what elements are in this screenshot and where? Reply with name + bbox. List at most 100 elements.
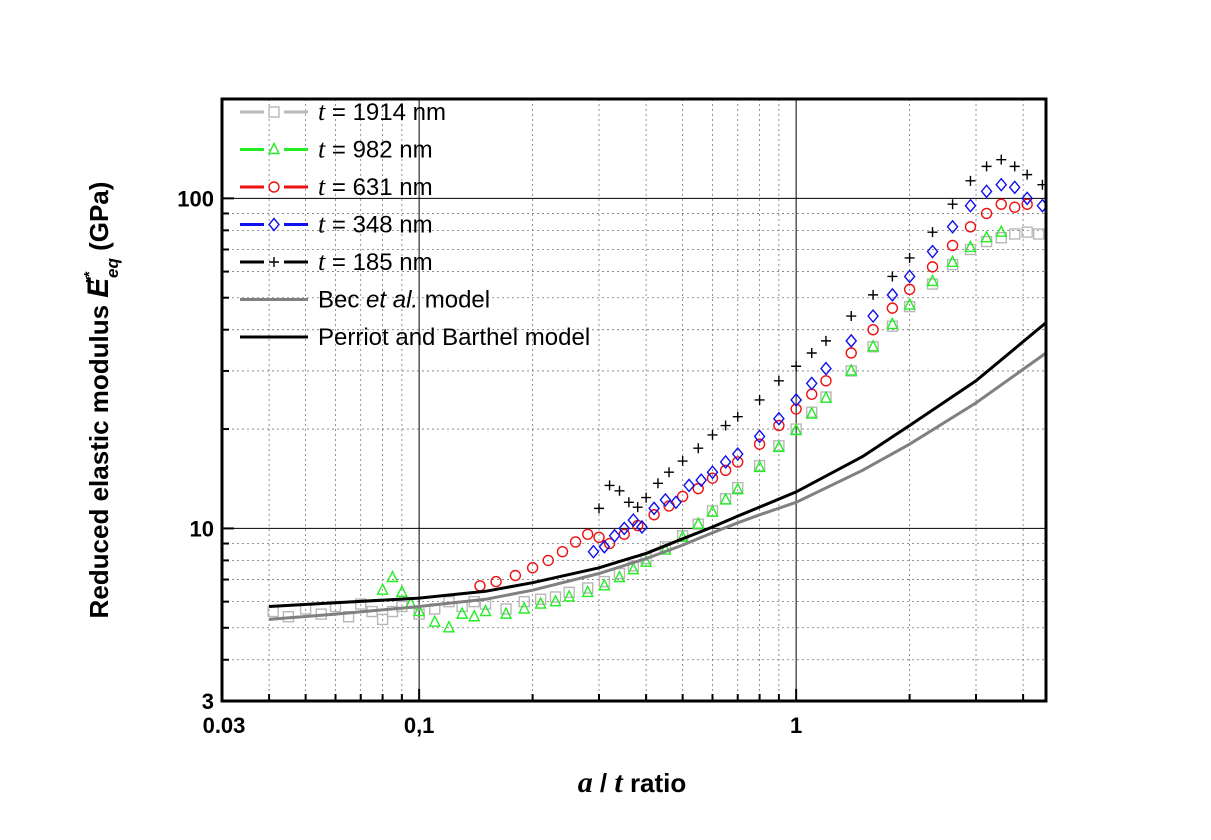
data-point [790, 392, 803, 408]
data-point [648, 509, 660, 521]
data-point [926, 244, 939, 259]
data-point [1021, 226, 1033, 238]
data-point [598, 578, 611, 591]
y-tick-label: 100 [177, 186, 214, 211]
data-point [719, 464, 732, 476]
legend-label: t = 348 nm [318, 210, 433, 239]
data-point [518, 595, 530, 608]
data-point [442, 620, 456, 633]
data-point [845, 363, 858, 376]
y-axis-title-sup: r* [81, 271, 98, 284]
data-point [534, 593, 547, 605]
legend-label: t = 631 nm [318, 172, 433, 201]
y-axis-title-unit: (GPa) [84, 182, 114, 259]
data-point [627, 562, 640, 575]
data-point [820, 375, 832, 387]
data-point [926, 261, 939, 273]
data-point [598, 575, 611, 588]
data-point [1022, 169, 1033, 180]
data-point [996, 154, 1007, 165]
data-point [964, 243, 977, 256]
data-point [846, 311, 857, 322]
data-point [627, 560, 640, 572]
legend-marker [267, 141, 281, 155]
data-point [946, 239, 959, 252]
series-2 [376, 224, 1008, 633]
data-point [603, 537, 616, 550]
data-point [428, 614, 441, 627]
data-point [582, 582, 594, 594]
data-point [731, 482, 744, 495]
data-point [980, 184, 993, 199]
data-point [518, 601, 531, 614]
data-point [867, 324, 879, 336]
data-point [490, 575, 502, 588]
data-point [720, 420, 731, 431]
data-point [676, 490, 689, 503]
data-point [677, 456, 688, 467]
data-point [731, 446, 744, 462]
data-point [732, 411, 743, 422]
legend-item: t = 982 nm [240, 135, 433, 164]
x-tick-label: 0,1 [404, 713, 435, 738]
data-point [719, 492, 732, 505]
data-point [946, 258, 959, 271]
data-point [754, 394, 765, 405]
series-6 [268, 351, 1046, 621]
data-point [594, 503, 605, 514]
data-point [805, 406, 818, 419]
data-point [820, 335, 831, 346]
data-point [618, 521, 631, 536]
data-point [500, 603, 512, 615]
legend-item: t = 1914 nm [240, 97, 446, 126]
data-point [886, 302, 899, 314]
data-point [563, 586, 575, 599]
data-point [819, 390, 833, 403]
data-point [719, 454, 732, 470]
data-point [903, 283, 916, 296]
data-point [614, 485, 625, 496]
data-point [534, 596, 547, 609]
data-point [659, 492, 672, 508]
data-point [542, 554, 554, 567]
data-point [866, 339, 880, 352]
data-point [773, 375, 784, 386]
data-point [964, 198, 977, 213]
legend-label: t = 982 nm [318, 135, 433, 164]
data-point [980, 230, 993, 243]
data-point [964, 221, 977, 233]
data-point [608, 528, 621, 543]
data-point [981, 161, 992, 172]
legend-item: Bec et al. model [240, 287, 490, 314]
legend-item: t = 185 nm [240, 247, 433, 276]
data-point [790, 403, 802, 415]
data-point [820, 361, 832, 376]
data-point [593, 531, 605, 543]
data-point [692, 516, 705, 529]
legend-marker [268, 106, 280, 118]
series-3 [474, 198, 1033, 592]
data-point [903, 300, 916, 313]
series-5 [594, 154, 1046, 514]
legend-item: Perriot and Barthel model [240, 324, 590, 351]
data-point [652, 478, 663, 489]
data-point [946, 254, 959, 268]
x-axis-title-a: a [578, 766, 593, 799]
series-layer [267, 154, 1046, 633]
data-point [886, 320, 899, 332]
data-point [753, 438, 766, 450]
legend: t = 1914 nm t = 982 nm t = 631 nm t = 348 n… [240, 97, 590, 351]
data-point [376, 613, 389, 626]
data-point [648, 501, 661, 516]
legend-label: t = 1914 nm [318, 97, 446, 126]
data-point [706, 472, 719, 484]
data-point [1033, 228, 1045, 240]
series-7 [269, 321, 1046, 608]
data-point [376, 582, 389, 595]
data-point [995, 198, 1007, 210]
y-tick-label: 10 [190, 516, 214, 541]
data-point [867, 308, 880, 324]
data-point [1021, 198, 1033, 210]
y-axis-title-sub: eq [103, 258, 122, 278]
axis-ticks: 0.03 0,1 1 3 10 100 [177, 186, 1025, 738]
